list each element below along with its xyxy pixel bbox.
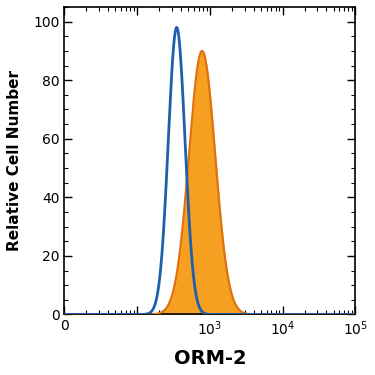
X-axis label: ORM-2: ORM-2 — [174, 349, 246, 368]
Y-axis label: Relative Cell Number: Relative Cell Number — [7, 70, 22, 251]
